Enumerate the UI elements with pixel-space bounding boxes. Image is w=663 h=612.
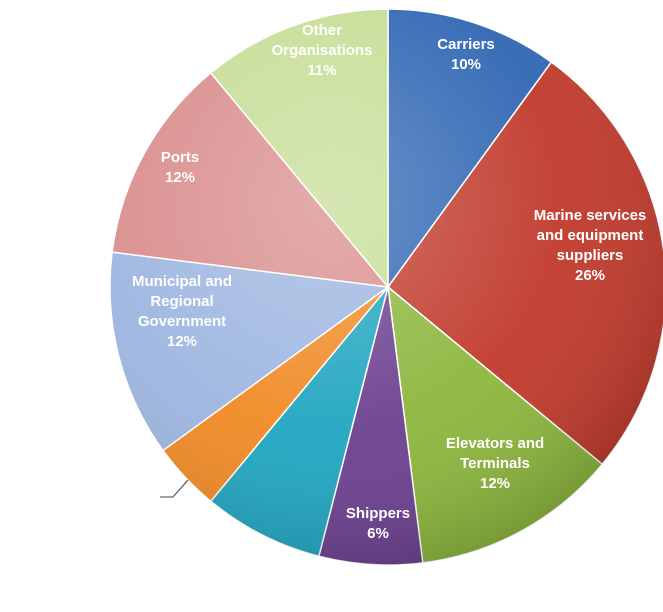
slice-percent: 7%: [187, 572, 209, 589]
slice-label-carriers: Carriers 10%: [437, 36, 495, 73]
slice-label-line: Marine services: [534, 207, 647, 224]
slice-label-line: Organisations: [272, 42, 373, 59]
slice-percent: 12%: [167, 333, 197, 350]
slice-label-marine-services-and-equipment-suppliers: Marine services and equipment suppliers 26%: [534, 207, 647, 284]
pie-labels: Carriers 10% Marine services and equipment s…: [14, 22, 647, 589]
slice-percent: 11%: [307, 62, 336, 79]
leader-line: [160, 479, 189, 498]
slice-label-shippers: Shippers 6%: [346, 505, 410, 542]
slice-percent: 26%: [575, 267, 605, 284]
slice-label-line: Ports: [161, 149, 199, 166]
slice-percent: 10%: [451, 56, 481, 73]
slice-label-line: Agencies: [42, 481, 109, 498]
slice-label-government-departments-and-agencies: Government Departments and Agencies 4%: [14, 441, 137, 518]
slice-label-line: Government: [138, 313, 226, 330]
slice-label-municipal-and-regional-government: Municipal and Regional Government 12%: [132, 273, 232, 350]
slice-label-ports: Ports 12%: [161, 149, 199, 186]
slice-label-line: Terminals: [460, 455, 530, 472]
slice-label-line: Elevators and: [446, 435, 544, 452]
slice-percent: 12%: [480, 475, 510, 492]
slice-label-line: Other: [302, 22, 342, 39]
slice-label-line: Marine Industry: [142, 532, 254, 549]
slice-percent: 4%: [64, 501, 86, 518]
slice-label-line: Regional: [150, 293, 213, 310]
slice-label-line: suppliers: [557, 247, 624, 264]
slice-label-line: and equipment: [537, 227, 644, 244]
slice-percent: 6%: [367, 525, 389, 542]
slice-label-line: Shippers: [346, 505, 410, 522]
slice-label-other-organisations: Other Organisations 11%: [272, 22, 373, 79]
slice-label-line: Associations: [151, 552, 244, 569]
slice-label-elevators-and-terminals: Elevators and Terminals 12%: [446, 435, 544, 492]
slice-label-line: Carriers: [437, 36, 495, 53]
slice-label-marine-industry-associations: Marine Industry Associations 7%: [142, 532, 254, 589]
slice-percent: 12%: [165, 169, 195, 186]
slice-label-line: Departments and: [14, 461, 137, 478]
slice-label-line: Government: [31, 441, 119, 458]
slice-label-line: Municipal and: [132, 273, 232, 290]
